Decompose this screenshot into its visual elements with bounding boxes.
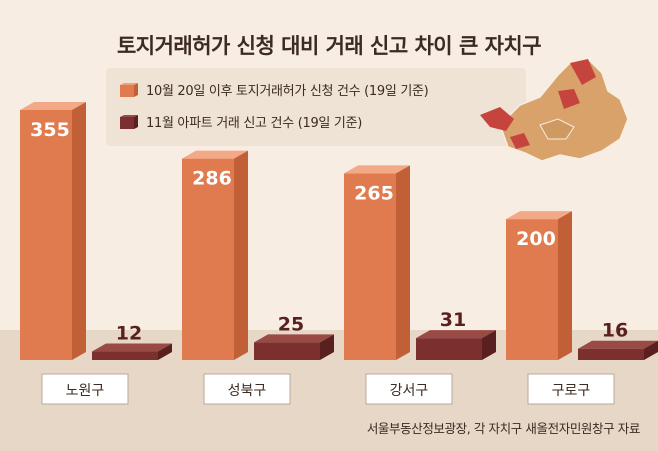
data-label-applications-3: 200 [516, 228, 556, 250]
bar-applications-2 [344, 165, 410, 360]
legend-item-transactions: 11월 아파트 거래 신고 건수 (19일 기준) [120, 112, 362, 131]
bar-applications-3 [506, 211, 572, 360]
legend: 10월 20일 이후 토지거래허가 신청 건수 (19일 기준) 11월 아파트… [106, 68, 526, 146]
bar-transactions-3 [578, 340, 658, 360]
chart-title: 토지거래허가 신청 대비 거래 신고 차이 큰 자치구 [116, 34, 542, 58]
seoul-map-icon [480, 58, 629, 162]
category-label-2: 강서구 [365, 373, 453, 405]
legend-label-applications: 10월 20일 이후 토지거래허가 신청 건수 (19일 기준) [146, 84, 429, 99]
data-label-transactions-1: 25 [278, 313, 304, 335]
data-label-applications-1: 286 [192, 168, 232, 190]
bar-applications-1 [182, 150, 248, 360]
svg-text:노원구: 노원구 [66, 383, 105, 399]
legend-swatch-transactions [120, 114, 138, 129]
legend-label-transactions: 11월 아파트 거래 신고 건수 (19일 기준) [146, 116, 363, 131]
legend-swatch-applications [120, 82, 138, 97]
bar-applications-0 [20, 102, 86, 360]
category-label-0: 노원구 [41, 373, 129, 405]
svg-text:성북구: 성북구 [228, 383, 267, 399]
data-label-transactions-0: 12 [116, 323, 142, 345]
category-label-3: 구로구 [527, 373, 615, 405]
svg-text:강서구: 강서구 [390, 383, 429, 399]
category-label-1: 성북구 [203, 373, 291, 405]
svg-text:구로구: 구로구 [552, 383, 591, 399]
legend-item-applications: 10월 20일 이후 토지거래허가 신청 건수 (19일 기준) [120, 80, 429, 99]
bar-transactions-2 [416, 330, 496, 360]
source-note: 서울부동산정보광장, 각 자치구 새올전자민원창구 자료 [366, 421, 641, 436]
data-label-transactions-3: 16 [602, 320, 628, 342]
bar-transactions-0 [92, 343, 172, 360]
data-label-transactions-2: 31 [440, 309, 466, 331]
data-label-applications-2: 265 [354, 182, 394, 204]
data-label-applications-0: 355 [30, 119, 70, 141]
bar-transactions-1 [254, 334, 334, 360]
